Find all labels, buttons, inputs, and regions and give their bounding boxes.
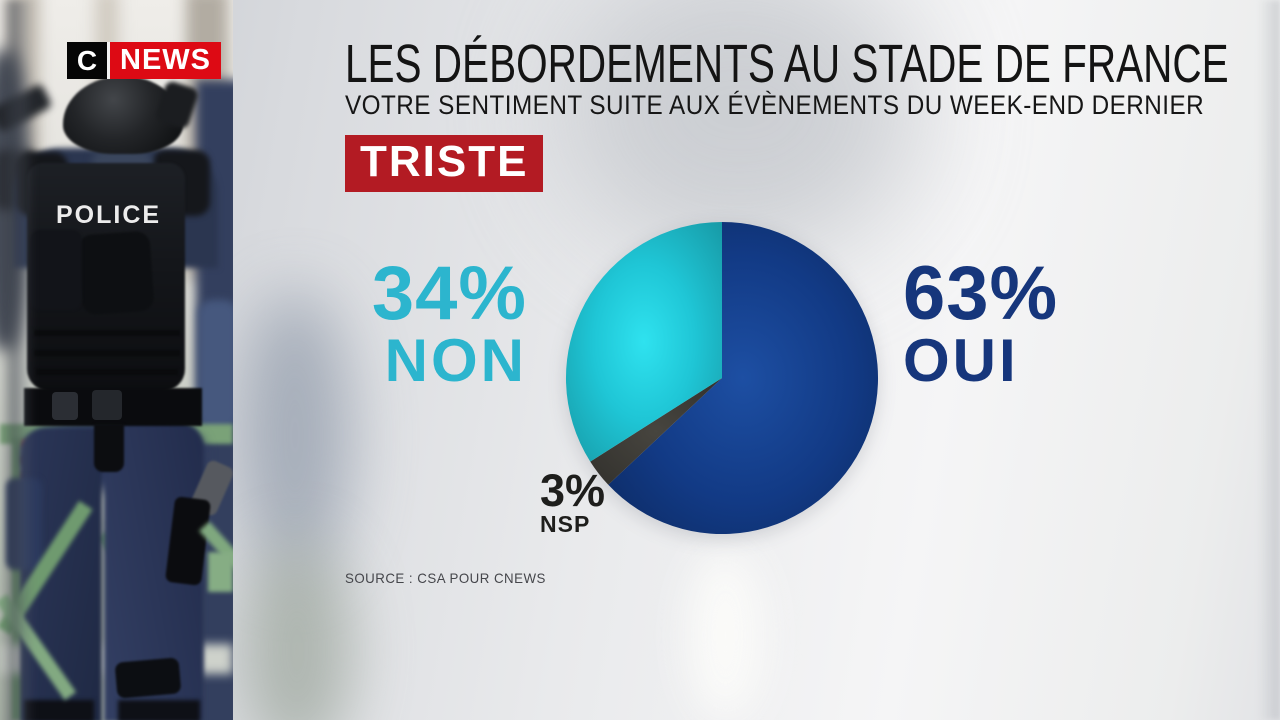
page-title: LES DÉBORDEMENTS AU STADE DE FRANCE [345, 34, 1229, 94]
source-note: SOURCE : CSA POUR CNEWS [345, 570, 546, 586]
page-subtitle: VOTRE SENTIMENT SUITE AUX ÉVÈNEMENTS DU … [345, 90, 1205, 120]
cnews-logo: C NEWS [67, 42, 221, 79]
knee-pad [114, 657, 182, 699]
background-blur-blob [240, 290, 350, 580]
nsp-percentage: 3% [540, 465, 606, 516]
thigh-pouch [6, 478, 42, 570]
pie-slice-non [565, 221, 722, 462]
cnews-logo-news: NEWS [107, 42, 221, 79]
vest-strap [36, 369, 178, 375]
sentiment-badge: TRISTE [345, 135, 544, 193]
pie-slice-nsp [590, 378, 722, 485]
belt-buckle [92, 390, 122, 420]
background-blur-blob [688, 550, 763, 720]
label-oui: 63% OUI [903, 251, 1059, 395]
label-non: 34% NON [371, 251, 527, 395]
background-edge-shade [1258, 0, 1280, 720]
non-percentage: 34% [371, 251, 527, 336]
green-barrier-bracket [208, 552, 233, 592]
label-nsp: 3% NSP [540, 465, 606, 537]
vest-strap [34, 330, 180, 336]
pie-chart [565, 221, 879, 535]
non-word: NON [384, 327, 527, 395]
cnews-logo-c: C [67, 42, 107, 79]
belt-strap [94, 424, 124, 472]
pie-slice-oui [608, 221, 879, 535]
vest-pouch [30, 230, 82, 310]
vest-pouch [77, 230, 155, 316]
boot [24, 700, 94, 720]
boot [118, 700, 200, 720]
vest-strap [34, 350, 180, 356]
police-photo-panel: POLICE [0, 0, 233, 720]
oui-percentage: 63% [903, 251, 1059, 336]
pie-chart-svg [565, 221, 879, 535]
oui-word: OUI [903, 327, 1019, 395]
police-vest-label: POLICE [56, 201, 162, 229]
background-blur-blob [242, 540, 352, 720]
nsp-word: NSP [540, 510, 591, 537]
belt-buckle [52, 392, 78, 420]
background-officer-arm [198, 300, 233, 430]
